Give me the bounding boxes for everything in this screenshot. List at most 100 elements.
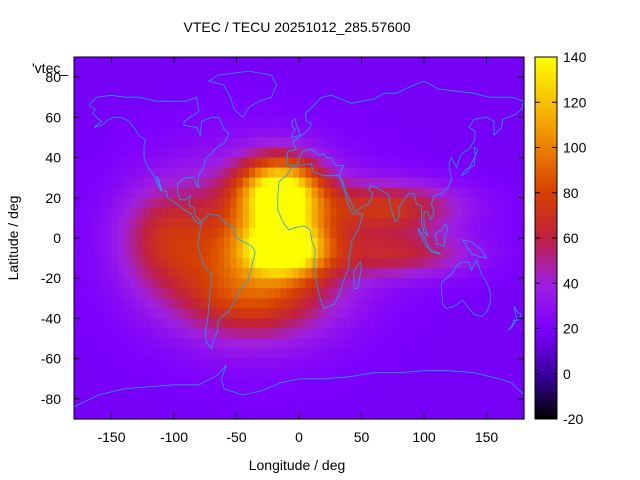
heatmap-cell bbox=[417, 278, 425, 289]
heatmap-cell bbox=[367, 157, 375, 169]
heatmap-cell bbox=[280, 408, 288, 420]
heatmap-cell bbox=[492, 298, 500, 309]
heatmap-cell bbox=[174, 117, 181, 128]
heatmap-cell bbox=[217, 157, 225, 169]
heatmap-cell bbox=[92, 378, 100, 390]
heatmap-cell bbox=[286, 328, 294, 340]
heatmap-cell bbox=[386, 288, 394, 299]
heatmap-cell bbox=[355, 187, 363, 199]
heatmap-cell bbox=[92, 318, 100, 330]
heatmap-cell bbox=[499, 318, 506, 330]
heatmap-cell bbox=[411, 147, 419, 159]
heatmap-cell bbox=[292, 227, 300, 239]
heatmap-cell bbox=[317, 238, 325, 249]
heatmap-cell bbox=[161, 217, 169, 229]
heatmap-cell bbox=[217, 147, 225, 159]
heatmap-cell bbox=[217, 227, 225, 239]
heatmap-cell bbox=[392, 248, 400, 259]
heatmap-cell bbox=[392, 127, 400, 139]
heatmap-cell bbox=[142, 398, 150, 410]
heatmap-cell bbox=[80, 308, 88, 320]
heatmap-cell bbox=[442, 238, 450, 249]
heatmap-cell bbox=[305, 258, 313, 269]
heatmap-cell bbox=[349, 167, 356, 179]
heatmap-cell bbox=[411, 157, 419, 169]
heatmap-cell bbox=[405, 238, 413, 249]
heatmap-cell bbox=[417, 398, 425, 410]
heatmap-cell bbox=[324, 248, 331, 259]
heatmap-cell bbox=[436, 147, 444, 159]
heatmap-cell bbox=[342, 318, 350, 330]
heatmap-cell bbox=[492, 308, 500, 320]
heatmap-cell bbox=[511, 107, 519, 118]
heatmap-cell bbox=[492, 97, 500, 108]
heatmap-cell bbox=[405, 107, 413, 118]
heatmap-cell bbox=[292, 157, 300, 169]
heatmap-cell bbox=[174, 368, 181, 380]
heatmap-cell bbox=[292, 398, 300, 410]
heatmap-cell bbox=[386, 97, 394, 108]
heatmap-cell bbox=[230, 238, 238, 249]
heatmap-cell bbox=[411, 77, 419, 88]
heatmap-cell bbox=[242, 77, 250, 88]
heatmap-cell bbox=[99, 318, 106, 330]
heatmap-cell bbox=[449, 187, 456, 199]
heatmap-cell bbox=[142, 227, 150, 239]
heatmap-cell bbox=[92, 368, 100, 380]
heatmap-cell bbox=[411, 248, 419, 259]
coastline-north-america bbox=[88, 94, 230, 225]
heatmap-cell bbox=[267, 268, 275, 279]
heatmap-cell bbox=[80, 167, 88, 179]
heatmap-cell bbox=[186, 117, 194, 128]
heatmap-cell bbox=[511, 258, 519, 269]
heatmap-cell bbox=[124, 197, 131, 209]
heatmap-cell bbox=[411, 388, 419, 400]
heatmap-cell bbox=[355, 107, 363, 118]
heatmap-cell bbox=[292, 177, 300, 189]
heatmap-cell bbox=[336, 207, 344, 219]
heatmap-cell bbox=[161, 87, 169, 98]
heatmap-cell bbox=[292, 408, 300, 420]
heatmap-cell bbox=[149, 378, 156, 390]
heatmap-cell bbox=[467, 328, 475, 340]
heatmap-cell bbox=[186, 67, 194, 78]
heatmap-cell bbox=[149, 238, 156, 249]
heatmap-cell bbox=[367, 338, 375, 350]
heatmap-cell bbox=[174, 248, 181, 259]
heatmap-cell bbox=[486, 117, 494, 128]
heatmap-cell bbox=[274, 328, 281, 340]
heatmap-cell bbox=[286, 308, 294, 320]
heatmap-cell bbox=[92, 167, 100, 179]
heatmap-cell bbox=[180, 207, 188, 219]
heatmap-cell bbox=[199, 368, 206, 380]
heatmap-cell bbox=[449, 67, 456, 78]
heatmap-cell bbox=[130, 107, 138, 118]
heatmap-cell bbox=[236, 238, 244, 249]
heatmap-cell bbox=[361, 318, 369, 330]
heatmap-cell bbox=[449, 137, 456, 149]
heatmap-cell bbox=[86, 388, 94, 400]
heatmap-cell bbox=[199, 408, 206, 420]
heatmap-cell bbox=[399, 57, 406, 68]
heatmap-cell bbox=[449, 268, 456, 279]
heatmap-cell bbox=[161, 268, 169, 279]
heatmap-cell bbox=[349, 298, 356, 309]
heatmap-cell bbox=[361, 298, 369, 309]
heatmap-cell bbox=[142, 87, 150, 98]
heatmap-cell bbox=[299, 268, 306, 279]
heatmap-cell bbox=[411, 97, 419, 108]
heatmap-cell bbox=[355, 298, 363, 309]
heatmap-cell bbox=[230, 368, 238, 380]
heatmap-cell bbox=[167, 288, 175, 299]
heatmap-cell bbox=[261, 248, 269, 259]
heatmap-cell bbox=[292, 318, 300, 330]
heatmap-cell bbox=[286, 217, 294, 229]
heatmap-cell bbox=[374, 207, 381, 219]
heatmap-cell bbox=[111, 338, 119, 350]
heatmap-cell bbox=[349, 308, 356, 320]
heatmap-cell bbox=[299, 97, 306, 108]
heatmap-cell bbox=[174, 177, 181, 189]
heatmap-cell bbox=[430, 77, 438, 88]
heatmap-cell bbox=[355, 318, 363, 330]
heatmap-cell bbox=[236, 348, 244, 360]
